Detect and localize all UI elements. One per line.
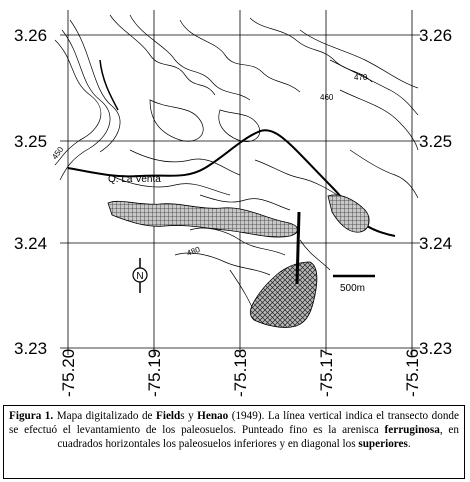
lat-tick-3.25-left: 3.25 (14, 132, 47, 151)
lat-tick-3.26-left: 3.26 (14, 26, 47, 45)
lat-tick-3.24-right: 3.24 (419, 234, 452, 253)
lon-tick-75.17: -75.17 (317, 349, 336, 397)
contour-label-450: 450 (50, 145, 65, 162)
coordinate-grid (60, 10, 420, 355)
caption-text-1: Mapa digitalizado de (53, 410, 156, 422)
north-label: N (136, 271, 143, 282)
lon-tick-75.20: -75.20 (59, 349, 78, 397)
north-arrow-icon (132, 258, 148, 293)
scale-label: 500m (340, 283, 365, 294)
caption-term-ferruginosa: ferruginosa (384, 424, 440, 436)
transect-line (295, 211, 301, 285)
lat-tick-3.25-right: 3.25 (419, 132, 452, 151)
caption-text-5: . (407, 438, 411, 450)
place-label-la-venta: Q. La Venta (108, 174, 161, 185)
lat-tick-3.24-left: 3.24 (14, 234, 47, 253)
contour-label-470: 470 (354, 73, 368, 82)
lon-tick-75.19: -75.19 (145, 349, 164, 397)
contour-label-480: 480 (186, 245, 202, 258)
caption-text-4: , en cuadrados horizontales los paleosue… (57, 424, 459, 450)
lat-tick-3.26-right: 3.26 (419, 26, 452, 45)
caption-author-2: Henao (197, 410, 229, 422)
caption-text-3: (1949). La línea vertical indica el tran… (9, 410, 459, 436)
contour-label-460: 460 (320, 93, 334, 102)
lat-tick-3.23-left: 3.23 (14, 339, 47, 358)
caption-author-1: Field (156, 410, 181, 422)
caption-text-2: s y (180, 410, 198, 422)
lat-tick-3.23-right: 3.23 (419, 339, 452, 358)
caption-term-superiores: superiores (358, 438, 408, 450)
paleosol-areas (107, 194, 370, 328)
lon-tick-75.16: -75.16 (403, 349, 422, 397)
caption-label: Figura 1. (9, 410, 54, 422)
contour-lines (54, 14, 419, 316)
topographic-map: N 500m Q. La Venta 470 460 450 480 3.26 … (14, 10, 452, 397)
figure-caption: Figura 1. Mapa digitalizado de Fields y … (3, 405, 465, 479)
lon-tick-75.18: -75.18 (231, 349, 250, 397)
